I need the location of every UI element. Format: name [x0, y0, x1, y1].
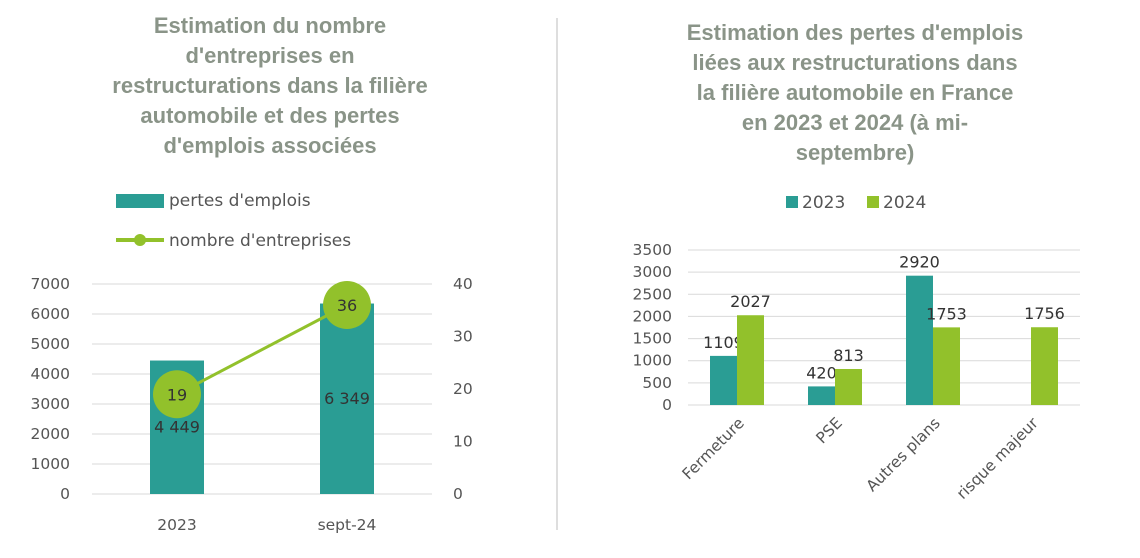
line-point-marker — [323, 281, 371, 329]
bar-data-label: 1756 — [1024, 304, 1065, 323]
bar-2024 — [933, 327, 960, 405]
chart-title-line: restructurations dans la filière — [112, 73, 427, 98]
legend-label: 2024 — [883, 193, 926, 213]
y-tick-label: 1000 — [633, 352, 672, 370]
bar-data-label: 1753 — [926, 304, 967, 323]
line-point-marker — [153, 370, 201, 419]
bar-data-label: 813 — [833, 346, 864, 365]
y-left-tick-label: 5000 — [31, 335, 70, 353]
y-left-tick-label: 1000 — [31, 455, 70, 473]
y-tick-label: 3000 — [633, 263, 672, 281]
chart-title-line: d'entreprises en — [185, 43, 354, 68]
y-tick-label: 3500 — [633, 241, 672, 259]
bar-data-label: 4 449 — [154, 417, 200, 436]
y-tick-label: 500 — [642, 374, 672, 392]
y-left-tick-label: 7000 — [31, 275, 70, 293]
y-left-tick-label: 4000 — [31, 365, 70, 383]
x-tick-label: PSE — [813, 414, 846, 447]
bar-data-label: 2920 — [899, 253, 940, 272]
chart-title-line: septembre) — [796, 140, 915, 165]
bar-2023 — [808, 386, 835, 405]
y-right-tick-label: 40 — [453, 275, 473, 293]
chart-title-line: Estimation du nombre — [154, 13, 386, 38]
y-right-tick-label: 30 — [453, 328, 473, 346]
legend-label: 2023 — [802, 193, 845, 213]
line-data-label: 19 — [167, 385, 187, 404]
legend-swatch-2023 — [786, 196, 798, 208]
x-tick-label: risque majeur — [953, 414, 1042, 503]
bar-data-label: 1109 — [703, 333, 744, 352]
bar-2024 — [1031, 327, 1058, 405]
chart-title-line: Estimation des pertes d'emplois — [687, 20, 1024, 45]
legend-swatch-bar — [116, 194, 164, 208]
x-tick-label: sept-24 — [318, 516, 377, 534]
x-tick-label: 2023 — [157, 516, 196, 534]
chart-title-line: automobile et des pertes — [140, 103, 399, 128]
chart-left: Estimation du nombre d'entreprises en rest… — [31, 13, 473, 534]
y-left-tick-label: 3000 — [31, 395, 70, 413]
y-left-tick-label: 0 — [60, 485, 70, 503]
y-tick-label: 1500 — [633, 330, 672, 348]
chart-title-line: la filière automobile en France — [697, 80, 1014, 105]
legend-label: nombre d'entreprises — [169, 231, 351, 251]
x-tick-label: Fermeture — [679, 414, 748, 483]
bar-2023 — [906, 275, 933, 405]
bar-data-label: 6 349 — [324, 389, 370, 408]
chart-title-line: d'emplois associées — [163, 133, 376, 158]
chart-right: Estimation des pertes d'emplois liées aux… — [633, 20, 1080, 503]
bar-2024 — [737, 315, 764, 405]
line-nombre-entreprises — [176, 303, 348, 396]
bar-2024 — [835, 368, 862, 405]
bar-data-label: 420 — [806, 363, 837, 382]
y-tick-label: 2500 — [633, 285, 672, 303]
y-left-tick-label: 6000 — [31, 305, 70, 323]
chart-title-line: liées aux restructurations dans — [692, 50, 1017, 75]
legend-label: pertes d'emplois — [169, 191, 311, 211]
y-right-tick-label: 10 — [453, 433, 473, 451]
y-right-tick-label: 0 — [453, 485, 463, 503]
legend-swatch-2024 — [867, 196, 879, 208]
y-tick-label: 0 — [662, 396, 672, 414]
bar-data-label: 2027 — [730, 292, 771, 311]
y-tick-label: 2000 — [633, 307, 672, 325]
y-left-tick-label: 2000 — [31, 425, 70, 443]
chart-title-line: en 2023 et 2024 (à mi- — [742, 110, 968, 135]
y-right-tick-label: 20 — [453, 380, 473, 398]
legend-swatch-marker — [134, 234, 146, 246]
bar-pertes-emplois — [320, 303, 374, 494]
x-tick-label: Autres plans — [863, 414, 944, 495]
bar-2023 — [710, 355, 737, 405]
line-data-label: 36 — [337, 296, 357, 315]
